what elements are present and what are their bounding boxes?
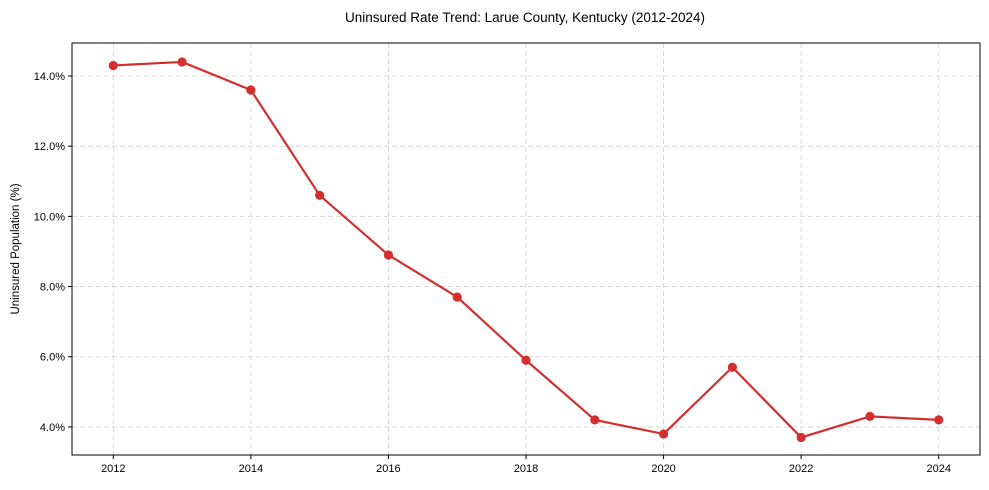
- data-point-marker: 2024: 4.2%: [934, 415, 944, 425]
- chart-title: Uninsured Rate Trend: Larue County, Kent…: [345, 10, 705, 25]
- data-series: 2012: 14.3% 2013: 14.4% 2014: 13.6% 2015: 1…: [108, 57, 944, 443]
- grid-lines: [72, 43, 980, 455]
- data-point-marker: 2013: 14.4%: [177, 57, 187, 67]
- x-axis: 2012 2014 2016 2018 2020 2022 2024: [101, 455, 951, 475]
- data-point-marker: 2022: 3.7%: [796, 432, 806, 443]
- x-tick-label: 2024: [926, 463, 950, 475]
- data-point-marker: 2018: 5.9%: [521, 355, 531, 365]
- y-tick-label: 14.0%: [34, 71, 65, 83]
- y-tick-label: 8.0%: [40, 282, 65, 294]
- data-point-marker: 2017: 7.7%: [452, 292, 462, 302]
- x-tick-label: 2012: [101, 463, 125, 475]
- y-tick-label: 4.0%: [40, 422, 65, 434]
- y-tick-label: 10.0%: [34, 211, 65, 223]
- data-point-marker: 2021: 5.7%: [727, 362, 737, 372]
- x-tick-label: 2016: [376, 463, 400, 475]
- x-tick-label: 2022: [789, 463, 813, 475]
- y-axis-label: Uninsured Population (%): [10, 183, 22, 314]
- y-axis: 4.0% 6.0% 8.0% 10.0% 12.0% 14.0%: [34, 71, 72, 434]
- x-tick-label: 2020: [651, 463, 675, 475]
- data-point-marker: 2019: 4.2%: [590, 415, 600, 425]
- y-tick-label: 6.0%: [40, 352, 65, 364]
- data-point-marker: 2023: 4.3%: [865, 411, 875, 421]
- data-point-marker: 2016: 8.9%: [383, 250, 394, 260]
- data-point-marker: 2015: 10.6%: [315, 190, 325, 200]
- data-point-marker: 2020: 3.8%: [658, 429, 669, 439]
- y-tick-label: 12.0%: [34, 141, 65, 153]
- x-tick-label: 2014: [239, 463, 263, 475]
- plot-frame: [71, 42, 981, 456]
- x-tick-label: 2018: [514, 463, 538, 475]
- data-point-marker: 2012: 14.3%: [108, 60, 118, 71]
- data-point-marker: 2014: 13.6%: [246, 85, 256, 95]
